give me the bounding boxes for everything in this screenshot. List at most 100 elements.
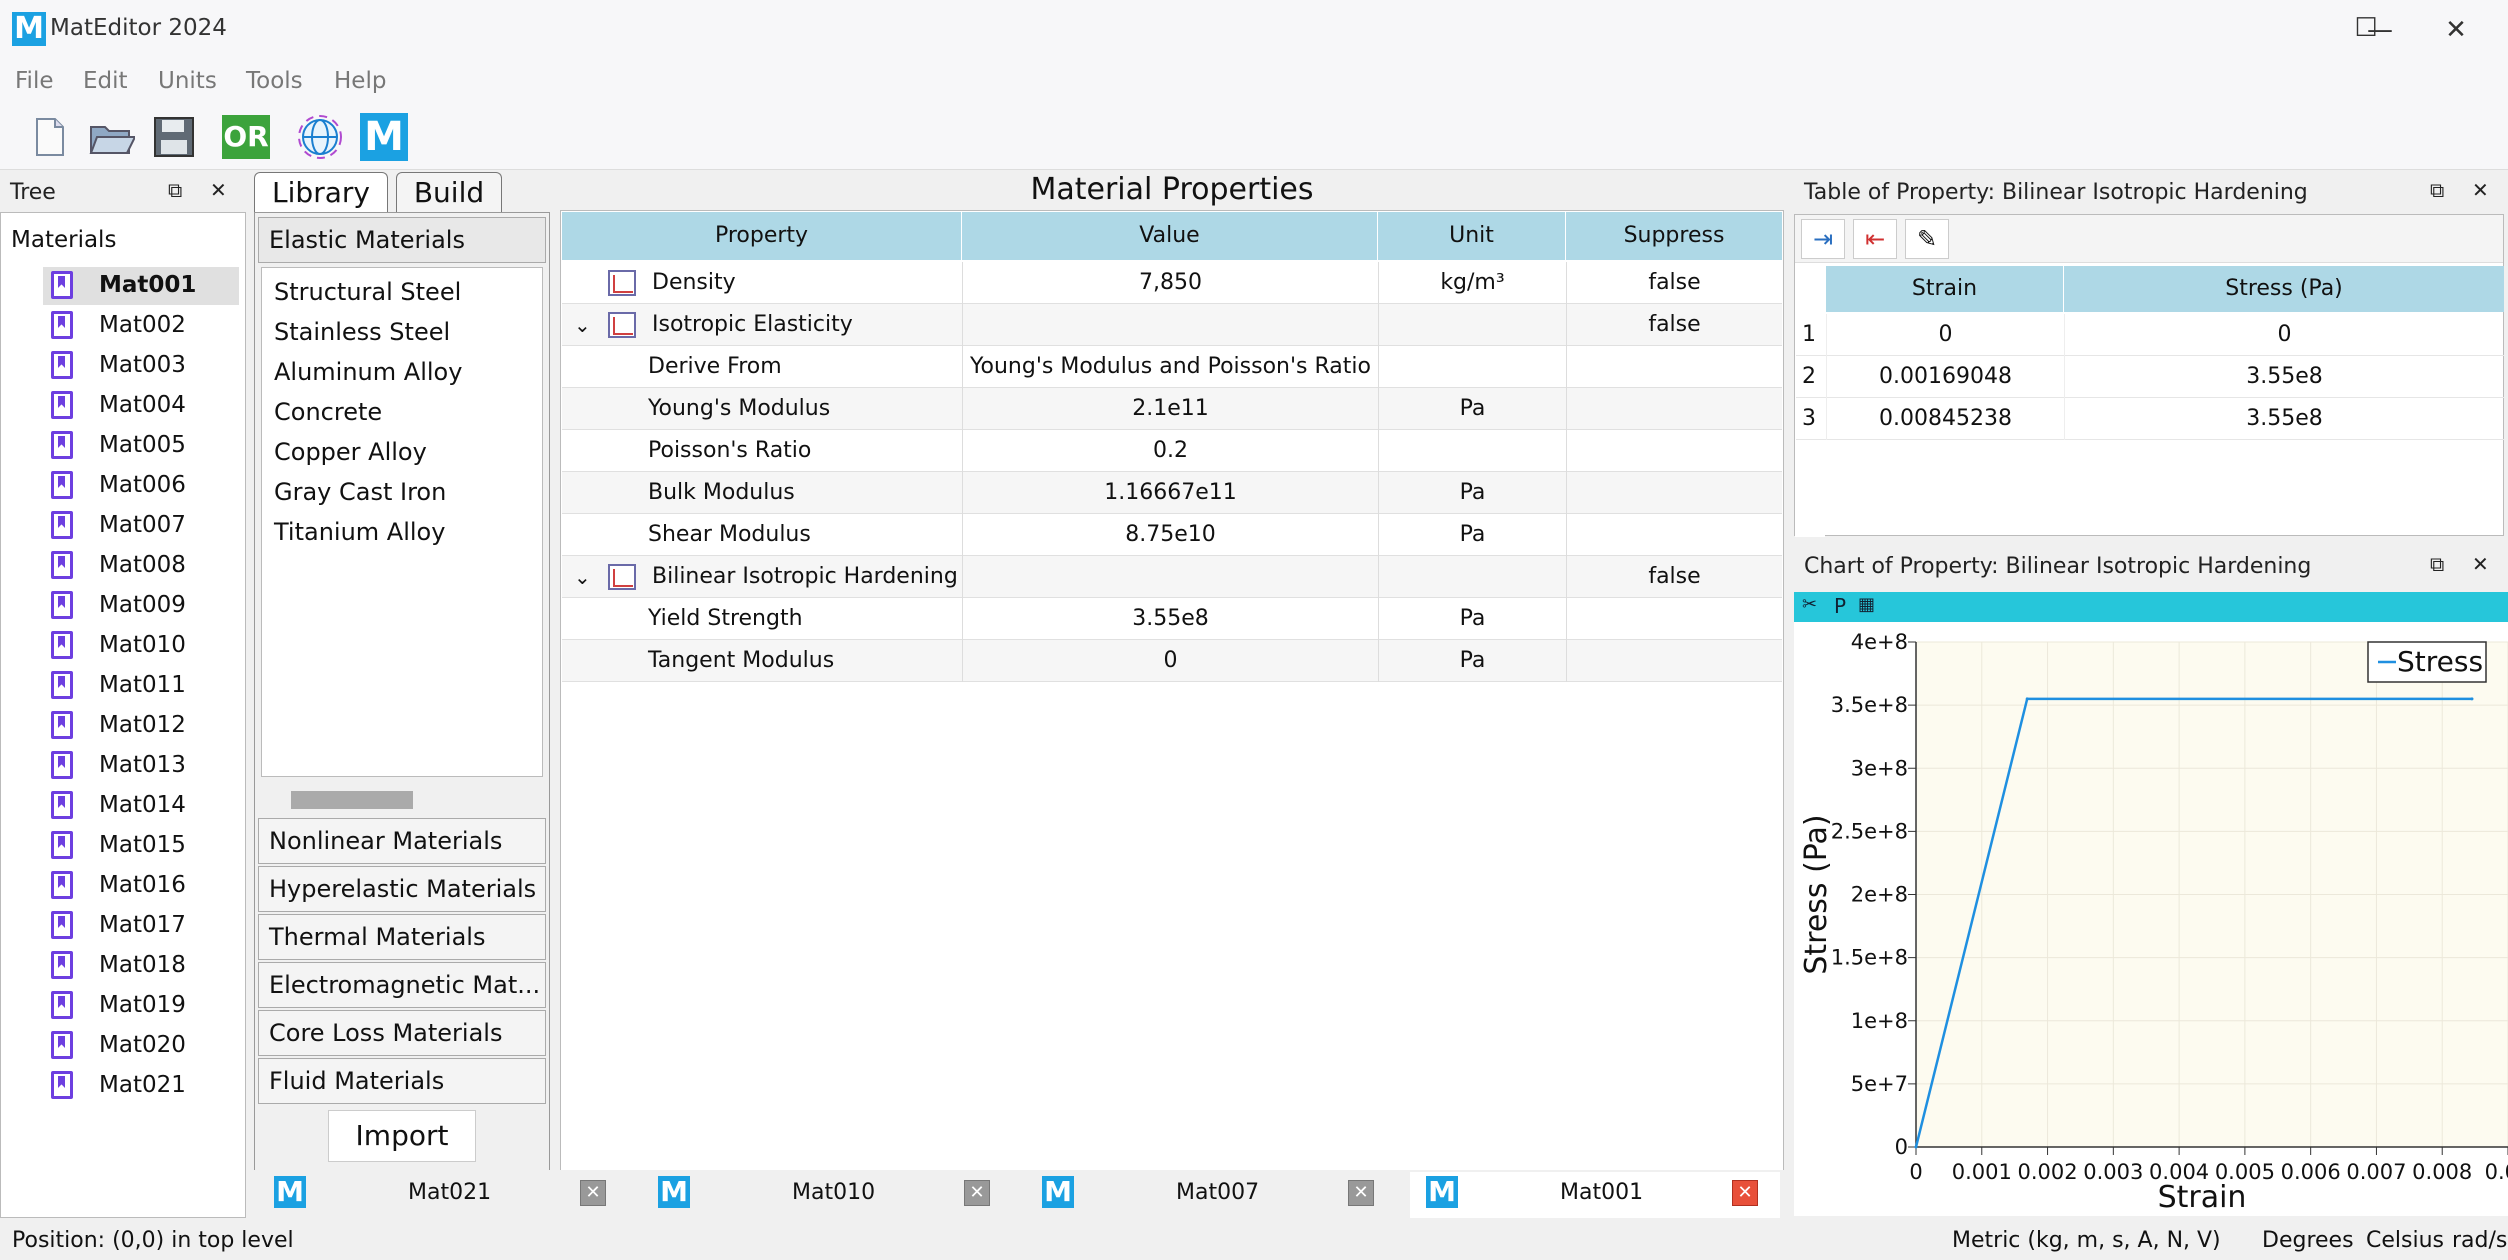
property-row[interactable]: Tangent Modulus 0 Pa [562, 640, 1782, 682]
list-item[interactable]: Titanium Alloy [274, 518, 446, 546]
maximize-button[interactable]: ☐ [2354, 13, 2378, 43]
menu-file[interactable]: File [15, 68, 54, 94]
property-suppress[interactable] [1566, 388, 1782, 430]
property-unit[interactable]: Pa [1378, 598, 1566, 640]
tree-item[interactable]: Mat004 [51, 387, 186, 423]
property-value[interactable]: 1.16667e11 [962, 472, 1378, 514]
property-value[interactable] [962, 556, 1378, 598]
property-row[interactable]: Yield Strength 3.55e8 Pa [562, 598, 1782, 640]
header-property[interactable]: Property [562, 212, 962, 260]
tree-item[interactable]: Mat001 [51, 267, 196, 303]
property-unit[interactable]: Pa [1378, 640, 1566, 682]
property-suppress[interactable]: false [1566, 262, 1782, 304]
property-suppress[interactable] [1566, 640, 1782, 682]
menu-units[interactable]: Units [158, 68, 217, 94]
status-temp[interactable]: Celsius [2366, 1228, 2444, 1253]
menu-tools[interactable]: Tools [246, 68, 303, 94]
tree-item[interactable]: Mat011 [51, 667, 186, 703]
document-tab[interactable]: M Mat001 ✕ [1410, 1172, 1780, 1218]
tree-item[interactable]: Mat009 [51, 587, 186, 623]
tab-library[interactable]: Library [254, 172, 388, 212]
property-suppress[interactable] [1566, 346, 1782, 388]
undock-icon[interactable]: ⧉ [168, 178, 183, 202]
property-row[interactable]: ⌄ Isotropic Elasticity false [562, 304, 1782, 346]
menu-help[interactable]: Help [334, 68, 387, 94]
tree-item[interactable]: Mat003 [51, 347, 186, 383]
or-button[interactable]: OR [220, 112, 272, 162]
close-tab-icon[interactable]: ✕ [1348, 1180, 1374, 1206]
close-tab-icon[interactable]: ✕ [964, 1180, 990, 1206]
stress-cell[interactable]: 3.55e8 [2064, 356, 2504, 398]
tree-item[interactable]: Mat002 [51, 307, 186, 343]
open-file-button[interactable] [86, 112, 138, 162]
property-unit[interactable]: kg/m³ [1378, 262, 1566, 304]
chevron-down-icon[interactable]: ⌄ [574, 565, 591, 589]
chart-grid-icon[interactable]: ▦ [1858, 594, 1876, 615]
category-nonlinear[interactable]: Nonlinear Materials [258, 818, 546, 864]
document-tab[interactable]: M Mat021 ✕ [258, 1172, 628, 1218]
close-tab-icon[interactable]: ✕ [580, 1180, 606, 1206]
property-suppress[interactable] [1566, 598, 1782, 640]
property-unit[interactable] [1378, 304, 1566, 346]
tree-item[interactable]: Mat012 [51, 707, 186, 743]
header-stress[interactable]: Stress (Pa) [2064, 266, 2504, 312]
property-row[interactable]: Density 7,850 kg/m³ false [562, 262, 1782, 304]
property-row[interactable]: Bulk Modulus 1.16667e11 Pa [562, 472, 1782, 514]
list-item[interactable]: Structural Steel [274, 278, 462, 306]
property-row[interactable]: Poisson's Ratio 0.2 [562, 430, 1782, 472]
list-item[interactable]: Aluminum Alloy [274, 358, 463, 386]
chart-tool-p[interactable]: P [1834, 594, 1847, 618]
close-icon[interactable]: ✕ [2472, 178, 2489, 202]
property-suppress[interactable]: false [1566, 304, 1782, 346]
tree-item[interactable]: Mat016 [51, 867, 186, 903]
category-thermal[interactable]: Thermal Materials [258, 914, 546, 960]
property-unit[interactable] [1378, 556, 1566, 598]
document-tab[interactable]: M Mat007 ✕ [1026, 1172, 1396, 1218]
insert-row-icon[interactable]: ⇥ [1801, 219, 1845, 259]
property-row[interactable]: ⌄ Bilinear Isotropic Hardening false [562, 556, 1782, 598]
undock-icon[interactable]: ⧉ [2430, 178, 2445, 202]
globe-button[interactable] [294, 112, 346, 162]
tree-item[interactable]: Mat005 [51, 427, 186, 463]
property-value[interactable]: Young's Modulus and Poisson's Ratio [962, 346, 1378, 388]
horizontal-scrollbar[interactable] [291, 791, 413, 809]
property-row[interactable]: Shear Modulus 8.75e10 Pa [562, 514, 1782, 556]
status-angle[interactable]: Degrees [2262, 1228, 2354, 1253]
clear-icon[interactable]: ✎ [1905, 219, 1949, 259]
minimize-button[interactable]: — [2367, 15, 2393, 45]
tree-item[interactable]: Mat017 [51, 907, 186, 943]
tree-item[interactable]: Mat007 [51, 507, 186, 543]
category-core-loss[interactable]: Core Loss Materials [258, 1010, 546, 1056]
close-icon[interactable]: ✕ [2472, 552, 2489, 576]
category-elastic[interactable]: Elastic Materials [258, 217, 546, 263]
property-value[interactable]: 8.75e10 [962, 514, 1378, 556]
close-window-button[interactable]: ✕ [2445, 15, 2467, 45]
property-unit[interactable] [1378, 430, 1566, 472]
property-value[interactable]: 2.1e11 [962, 388, 1378, 430]
category-hyperelastic[interactable]: Hyperelastic Materials [258, 866, 546, 912]
property-value[interactable]: 0 [962, 640, 1378, 682]
menu-edit[interactable]: Edit [83, 68, 128, 94]
property-suppress[interactable] [1566, 472, 1782, 514]
strain-cell[interactable]: 0.00169048 [1826, 356, 2064, 398]
tree-root[interactable]: Materials [11, 227, 117, 253]
property-suppress[interactable] [1566, 514, 1782, 556]
list-item[interactable]: Gray Cast Iron [274, 478, 447, 506]
property-unit[interactable] [1378, 346, 1566, 388]
property-value[interactable]: 7,850 [962, 262, 1378, 304]
import-button[interactable]: Import [328, 1110, 476, 1162]
document-tab[interactable]: M Mat010 ✕ [642, 1172, 1012, 1218]
table-row[interactable]: 2 0.00169048 3.55e8 [1796, 356, 2504, 398]
header-suppress[interactable]: Suppress [1566, 212, 1782, 260]
stress-cell[interactable]: 3.55e8 [2064, 398, 2504, 440]
chart-tool-icon[interactable]: ✂ [1802, 594, 1818, 615]
tree-item[interactable]: Mat021 [51, 1067, 186, 1103]
property-value[interactable]: 3.55e8 [962, 598, 1378, 640]
m-button[interactable]: M [358, 112, 410, 162]
table-row[interactable]: 3 0.00845238 3.55e8 [1796, 398, 2504, 440]
category-electromagnetic[interactable]: Electromagnetic Mat... [258, 962, 546, 1008]
header-strain[interactable]: Strain [1826, 266, 2064, 312]
save-button[interactable] [148, 112, 200, 162]
property-unit[interactable]: Pa [1378, 514, 1566, 556]
